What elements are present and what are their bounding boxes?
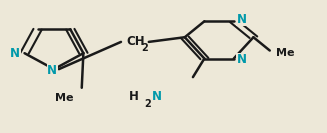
Text: N: N (237, 53, 247, 66)
Text: 2: 2 (144, 99, 150, 109)
Text: N: N (47, 64, 57, 77)
Text: H: H (129, 90, 139, 103)
Text: CH: CH (127, 35, 145, 48)
Text: Me: Me (276, 48, 295, 58)
Text: 2: 2 (142, 43, 148, 53)
Text: Me: Me (55, 93, 73, 103)
Text: N: N (152, 90, 162, 103)
Text: N: N (10, 47, 20, 60)
Text: N: N (237, 13, 247, 26)
